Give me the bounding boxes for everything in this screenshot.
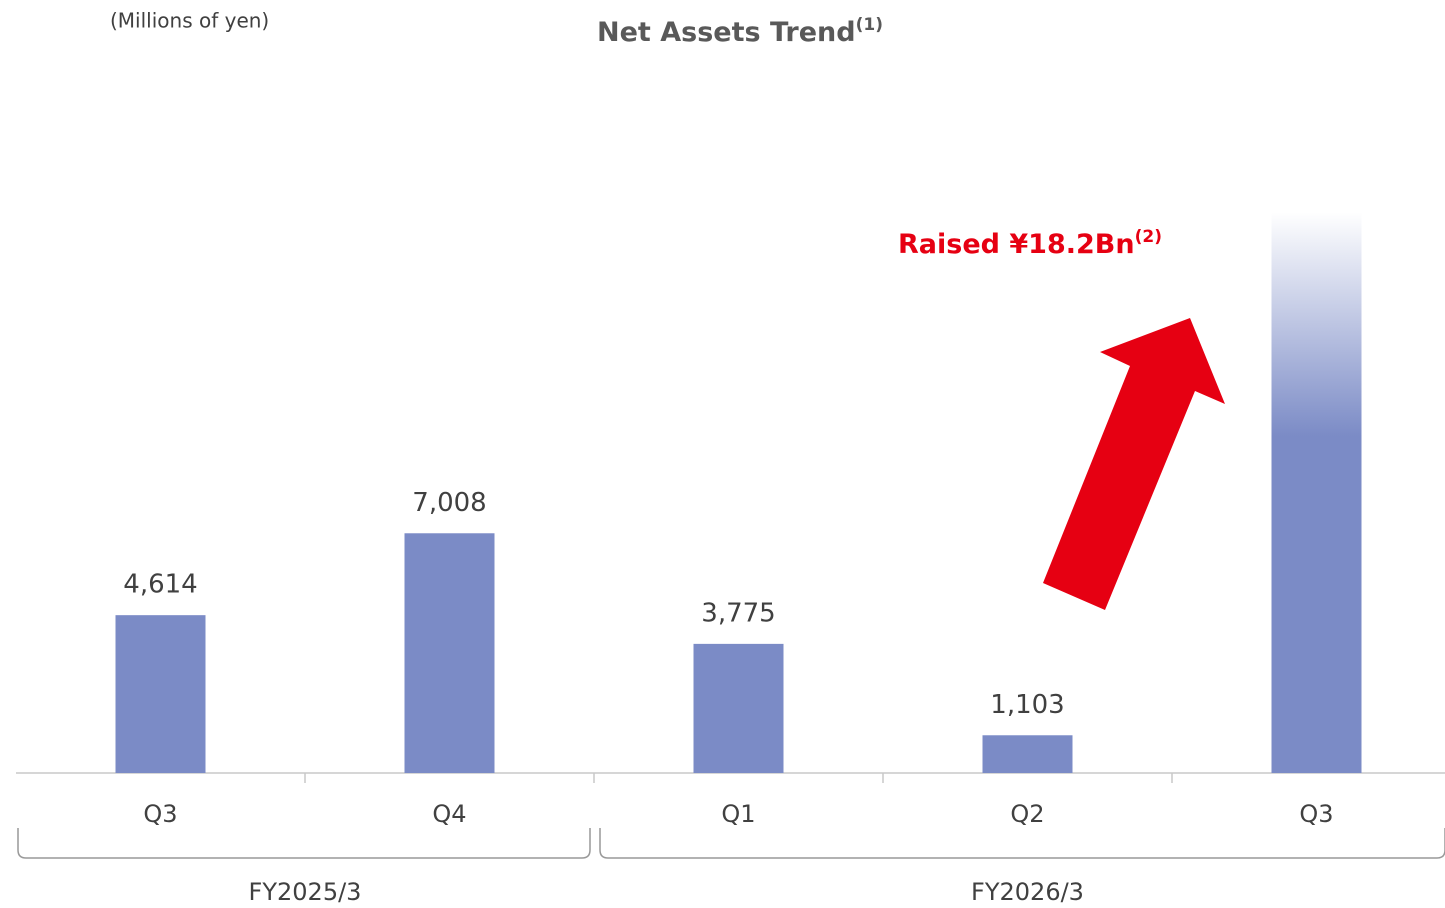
annotation-note: (2) bbox=[1135, 227, 1162, 247]
x-tick-label: Q1 bbox=[721, 800, 755, 828]
group-bracket bbox=[17, 828, 591, 859]
x-tick-label: Q2 bbox=[1010, 800, 1044, 828]
x-tick-label: Q3 bbox=[143, 800, 177, 828]
group-bracket bbox=[599, 828, 1445, 859]
annotation: Raised ¥18.2Bn(2) bbox=[898, 227, 1162, 260]
unit-label: (Millions of yen) bbox=[110, 9, 269, 33]
bar bbox=[115, 615, 206, 773]
x-tick-label: Q4 bbox=[432, 800, 466, 828]
value-label: 1,103 bbox=[990, 690, 1064, 720]
bar bbox=[693, 643, 784, 773]
bar bbox=[1271, 212, 1362, 773]
title-note: (1) bbox=[856, 15, 883, 35]
value-label: 4,614 bbox=[123, 570, 197, 600]
value-label: 3,775 bbox=[701, 598, 775, 628]
group-label: FY2026/3 bbox=[971, 878, 1084, 906]
arrow bbox=[1043, 318, 1225, 610]
bar bbox=[404, 533, 495, 773]
value-label: 7,008 bbox=[412, 488, 486, 518]
annotation-text: Raised ¥18.2Bn bbox=[898, 229, 1135, 260]
x-tick-label: Q3 bbox=[1299, 800, 1333, 828]
title-text: Net Assets Trend bbox=[597, 17, 856, 48]
chart-title: Net Assets Trend(1) bbox=[597, 15, 883, 48]
bar bbox=[982, 735, 1073, 773]
group-label: FY2025/3 bbox=[249, 878, 362, 906]
